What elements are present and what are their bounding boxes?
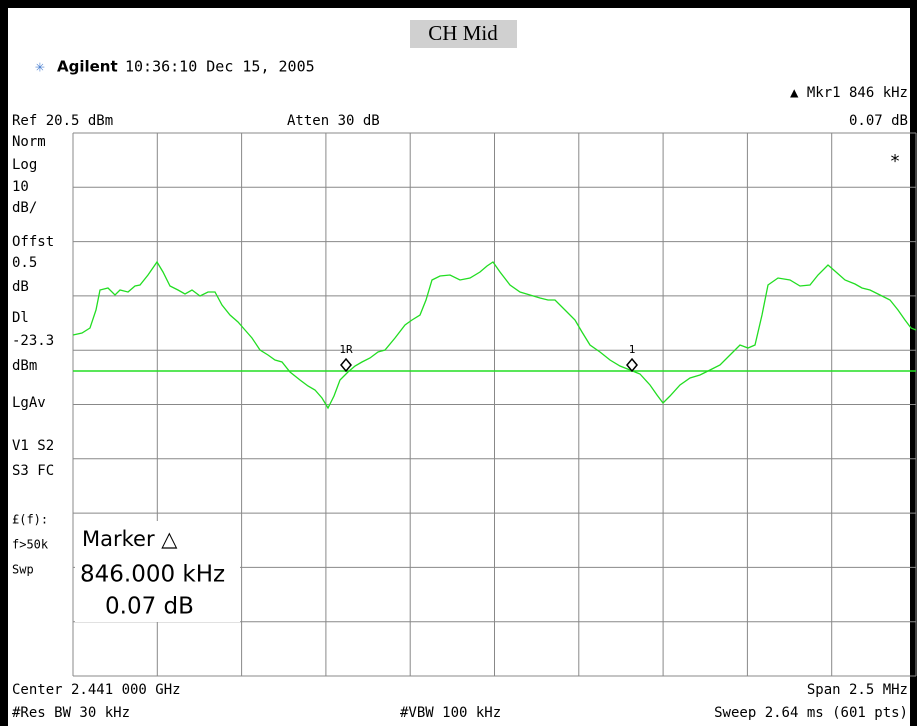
graticule: [72, 132, 917, 677]
sweep: Sweep 2.64 ms (601 pts): [714, 705, 908, 721]
side-label: V1 S2: [12, 438, 54, 454]
marker-box: [75, 521, 240, 622]
side-label: Dl: [12, 310, 29, 326]
side-label: Log: [12, 157, 37, 173]
side-label: LgAv: [12, 395, 46, 411]
logo-icon: ✳: [35, 57, 45, 76]
frame-top: [0, 0, 917, 8]
marker-box-frequency: 846.000 kHz: [80, 562, 225, 588]
side-label: Offst: [12, 234, 54, 250]
side-label: dB/: [12, 200, 37, 216]
frame-left: [0, 0, 8, 726]
side-label: dB: [12, 279, 29, 295]
side-label: 10: [12, 179, 29, 195]
brand: Agilent: [57, 58, 118, 76]
star: *: [890, 151, 901, 172]
marker-value: 0.07 dB: [849, 113, 908, 129]
side-labels: Norm Log 10 dB/Offst 0.5 dB Dl -23.3 dBm LgAv V1 S…: [12, 134, 54, 577]
title: CH Mid: [428, 21, 498, 45]
side-label: Norm: [12, 134, 46, 150]
frame-right: [910, 0, 917, 726]
side-label: Swp: [12, 563, 34, 577]
rbw: #Res BW 30 kHz: [12, 705, 130, 721]
side-label: 0.5: [12, 255, 37, 271]
side-label: £(f):: [12, 513, 48, 527]
marker-label: 1: [629, 343, 636, 356]
marker-box-label: Marker △: [82, 527, 178, 551]
attenuation: Atten 30 dB: [287, 113, 380, 129]
center-frequency: Center 2.441 000 GHz: [12, 682, 181, 698]
marker-readout: ▲ Mkr1 846 kHz: [790, 85, 908, 101]
title-box: [410, 20, 517, 48]
timestamp: 10:36:10 Dec 15, 2005: [125, 58, 315, 76]
marker-diamond: [340, 357, 352, 373]
side-label: f>50k: [12, 538, 49, 552]
marker-diamond: [626, 357, 638, 373]
trace: [72, 260, 917, 410]
side-label: -23.3: [12, 333, 54, 349]
side-label: dBm: [12, 358, 37, 374]
ref-level: Ref 20.5 dBm: [12, 113, 113, 129]
span: Span 2.5 MHz: [807, 682, 908, 698]
marker-label: 1R: [339, 343, 353, 356]
marker-box-delta: 0.07 dB: [105, 594, 194, 620]
side-label: S3 FC: [12, 463, 54, 479]
vbw: #VBW 100 kHz: [400, 705, 501, 721]
